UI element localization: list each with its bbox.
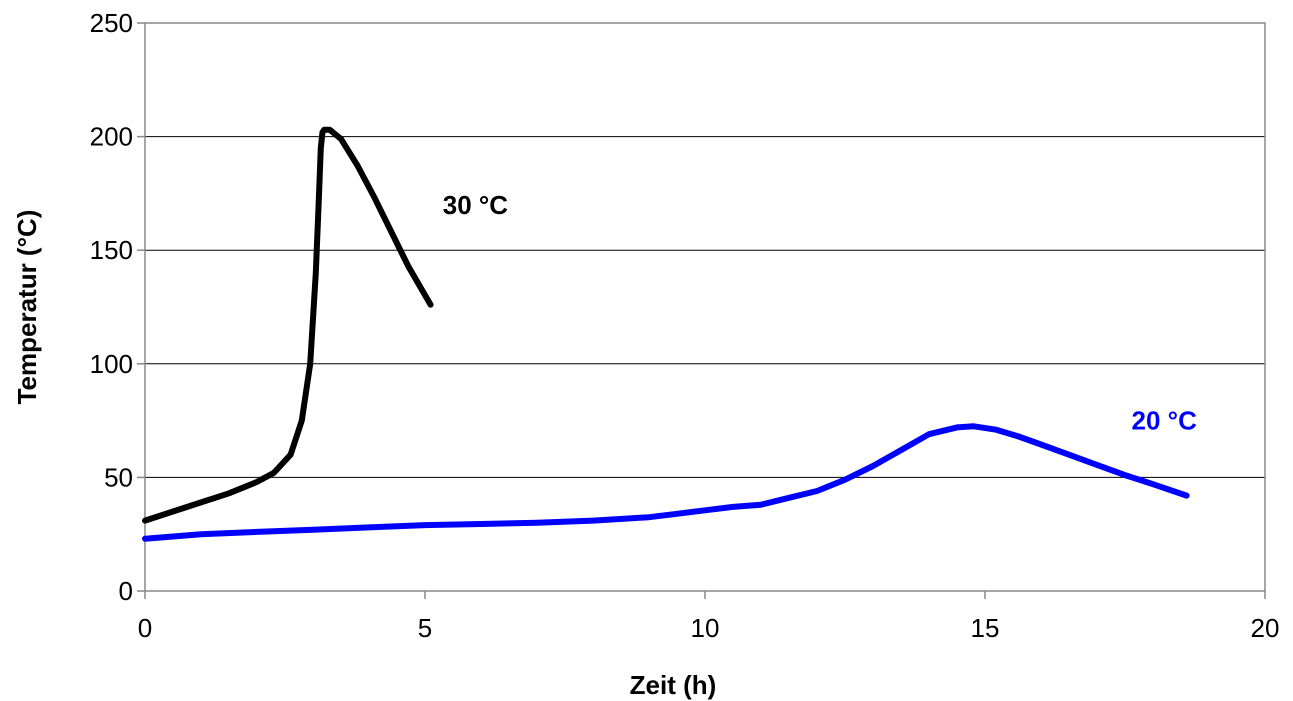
y-axis-title: Temperatur (°C) xyxy=(12,210,42,405)
y-tick-label-5: 250 xyxy=(90,8,133,38)
x-tick-label-2: 10 xyxy=(691,613,720,643)
series-line-1 xyxy=(142,423,1190,542)
x-axis-ticks: 0 5 10 15 20 xyxy=(138,591,1280,643)
y-tick-label-3: 150 xyxy=(90,235,133,265)
x-tick-label-1: 5 xyxy=(418,613,432,643)
series-line-0 xyxy=(142,126,434,524)
x-tick-label-0: 0 xyxy=(138,613,152,643)
series-layer xyxy=(142,126,1190,542)
grid-lines xyxy=(145,22,1265,478)
y-axis-ticks: 0 50 100 150 200 250 xyxy=(90,8,145,606)
series-label-0: 30 °C xyxy=(443,190,509,220)
y-tick-label-1: 50 xyxy=(104,462,133,492)
y-tick-label-4: 200 xyxy=(90,122,133,152)
x-tick-label-3: 15 xyxy=(971,613,1000,643)
y-tick-label-0: 0 xyxy=(119,576,133,606)
y-tick-label-2: 100 xyxy=(90,349,133,379)
x-axis-title: Zeit (h) xyxy=(630,670,717,700)
series-label-1: 20 °C xyxy=(1132,406,1198,436)
series-annotations: 30 °C 20 °C xyxy=(443,190,1197,436)
x-tick-label-4: 20 xyxy=(1251,613,1280,643)
